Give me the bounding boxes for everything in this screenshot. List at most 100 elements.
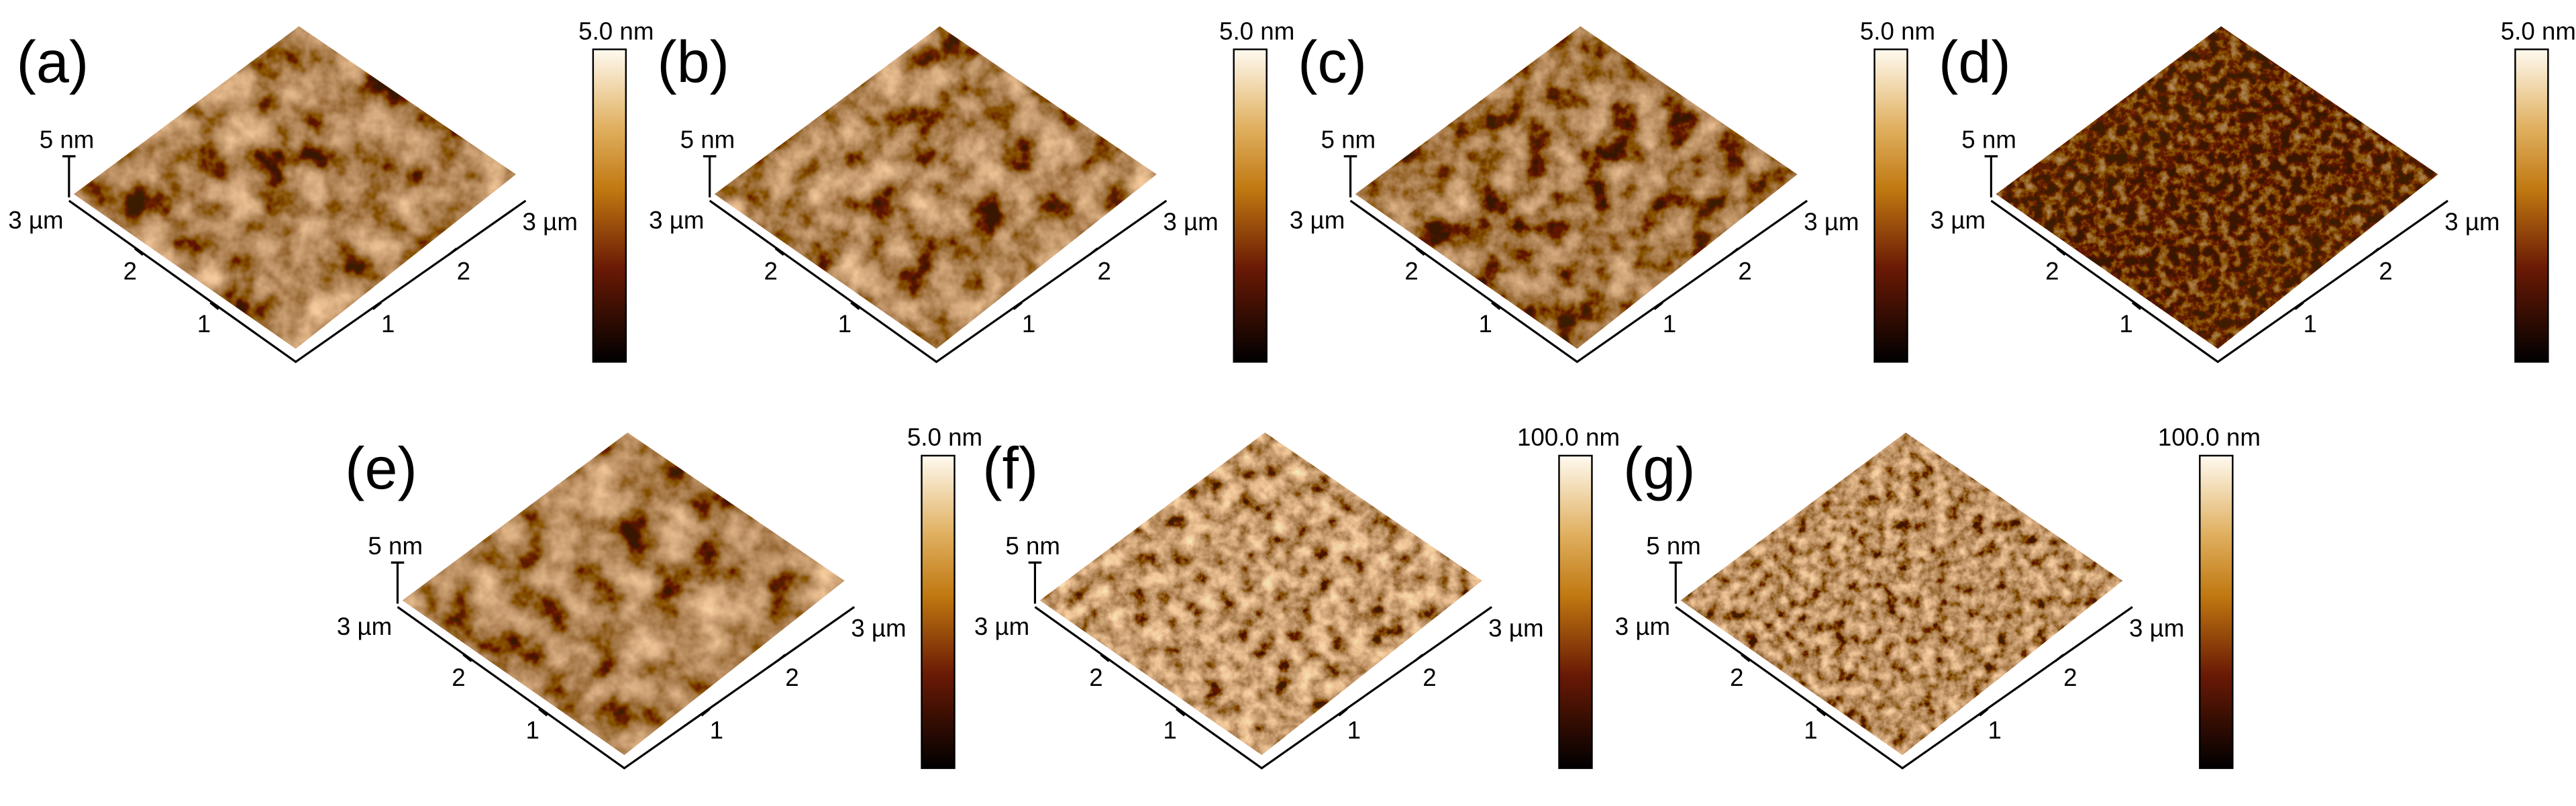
axis-tick-label: 2 (457, 258, 470, 285)
axis-tick (2054, 654, 2065, 662)
axis-tick (2131, 301, 2142, 311)
axis-label: 3 µm (523, 208, 578, 236)
panel-label: (d) (1939, 29, 2011, 95)
panel-label: (b) (657, 29, 729, 95)
colorbar (1558, 454, 1593, 769)
panel: (g) 5 nm 3 µm 3 µm 2 1 1 2 100.0 nm (1615, 423, 2261, 770)
axis-label: 3 µm (1163, 208, 1218, 236)
colorbar-label: 5.0 nm (1860, 17, 1935, 45)
axis-tick (2294, 301, 2304, 311)
axis-tick-label: 1 (1163, 716, 1176, 744)
panel-label: (c) (1298, 29, 1367, 95)
axis-tick (1100, 654, 1110, 662)
axis-tick-label: 1 (525, 716, 539, 744)
axis-tick (701, 708, 711, 717)
afm-surface (1680, 432, 2123, 756)
axis-tick (1415, 247, 1425, 256)
axis-tick (1414, 654, 1424, 662)
axis-tick (1013, 301, 1023, 311)
afm-surface (1996, 26, 2438, 349)
z-scale-label: 5 nm (1321, 126, 1376, 154)
colorbar-label: 100.0 nm (2158, 423, 2261, 451)
axis-tick-label: 1 (1988, 716, 2001, 744)
axis-label: 3 µm (1290, 207, 1345, 234)
afm-surface (74, 26, 516, 349)
axis-tick (2369, 247, 2380, 256)
axis-label: 3 µm (1804, 208, 1859, 236)
afm-surface (715, 26, 1157, 349)
axis-tick (1088, 247, 1098, 256)
axis-tick-label: 1 (1022, 310, 1035, 338)
axis-label: 3 µm (1930, 207, 1986, 234)
axis-tick (850, 301, 860, 311)
colorbar-label: 5.0 nm (907, 423, 982, 451)
panel-label: (g) (1623, 435, 1696, 501)
axis-tick-label: 1 (710, 716, 723, 744)
afm-surface (1039, 432, 1482, 756)
axis-tick-label: 2 (1404, 258, 1418, 285)
axis-label: 3 µm (2129, 615, 2184, 642)
axis-tick (538, 708, 548, 717)
panel: (d) 5 nm 3 µm 3 µm 2 1 1 2 5.0 nm (1930, 17, 2576, 364)
z-scale-label: 5 nm (368, 532, 423, 560)
axis-tick (1491, 301, 1501, 311)
axis-tick (2056, 247, 2066, 256)
axis-tick-label: 2 (785, 664, 798, 691)
axis-tick (776, 654, 786, 662)
axis-tick-label: 2 (2063, 664, 2077, 691)
axis-tick-label: 1 (1663, 310, 1676, 338)
z-scale-label: 5 nm (1646, 532, 1701, 560)
z-scale-label: 5 nm (1005, 532, 1060, 560)
axis-tick (774, 247, 784, 256)
axis-label: 3 µm (974, 613, 1029, 640)
panel: (a) 5 nm 3 µm 3 µm 2 1 1 2 5.0 nm (8, 17, 654, 364)
axis-tick-label: 2 (1097, 258, 1111, 285)
axis-label: 3 µm (851, 615, 906, 642)
panel: (c) 5 nm 3 µm 3 µm 2 1 1 2 5.0 nm (1290, 17, 1935, 364)
axis-tick-label: 2 (764, 258, 777, 285)
axis-tick-label: 2 (2379, 258, 2392, 285)
axis-label: 3 µm (2444, 208, 2500, 236)
axis-tick (372, 301, 382, 311)
colorbar-label: 100.0 nm (1517, 423, 1620, 451)
axis-tick-label: 2 (123, 258, 137, 285)
axis-tick-label: 2 (2045, 258, 2059, 285)
panel: (b) 5 nm 3 µm 3 µm 2 1 1 2 5.0 nm (649, 17, 1294, 364)
colorbar (592, 48, 627, 363)
axis-tick-label: 1 (2304, 310, 2317, 338)
axis-tick-label: 2 (452, 664, 465, 691)
axis-tick-label: 1 (1804, 716, 1817, 744)
z-scale-label: 5 nm (40, 126, 95, 154)
axis-tick (1816, 708, 1826, 717)
axis-tick (1653, 301, 1663, 311)
axis-label: 3 µm (649, 207, 704, 234)
colorbar-label: 5.0 nm (2501, 17, 2576, 45)
panel: (f) 5 nm 3 µm 3 µm 2 1 1 2 100.0 nm (974, 423, 1620, 770)
axis-label: 3 µm (1615, 613, 1670, 640)
panel: (e) 5 nm 3 µm 3 µm 2 1 1 2 5.0 nm (337, 423, 982, 770)
axis-tick-label: 1 (2119, 310, 2132, 338)
colorbar-label: 5.0 nm (1219, 17, 1294, 45)
axis-tick-label: 1 (197, 310, 211, 338)
colorbar-label: 5.0 nm (578, 17, 654, 45)
axis-tick (462, 654, 472, 662)
panel-label: (e) (345, 435, 417, 501)
axis-tick (1979, 708, 1989, 717)
axis-tick (134, 247, 144, 256)
axis-label: 3 µm (337, 613, 392, 640)
axis-tick (1338, 708, 1348, 717)
afm-surface (1355, 26, 1798, 349)
colorbar (921, 454, 956, 769)
panel-label: (f) (982, 435, 1038, 501)
axis-tick-label: 2 (1738, 258, 1751, 285)
colorbar (2514, 48, 2549, 363)
axis-tick-label: 1 (838, 310, 852, 338)
axis-label: 3 µm (8, 207, 63, 234)
axis-tick (209, 301, 219, 311)
axis-tick (1729, 247, 1739, 256)
axis-tick (1741, 654, 1751, 662)
axis-label: 3 µm (1488, 615, 1543, 642)
z-scale-label: 5 nm (1961, 126, 2016, 154)
